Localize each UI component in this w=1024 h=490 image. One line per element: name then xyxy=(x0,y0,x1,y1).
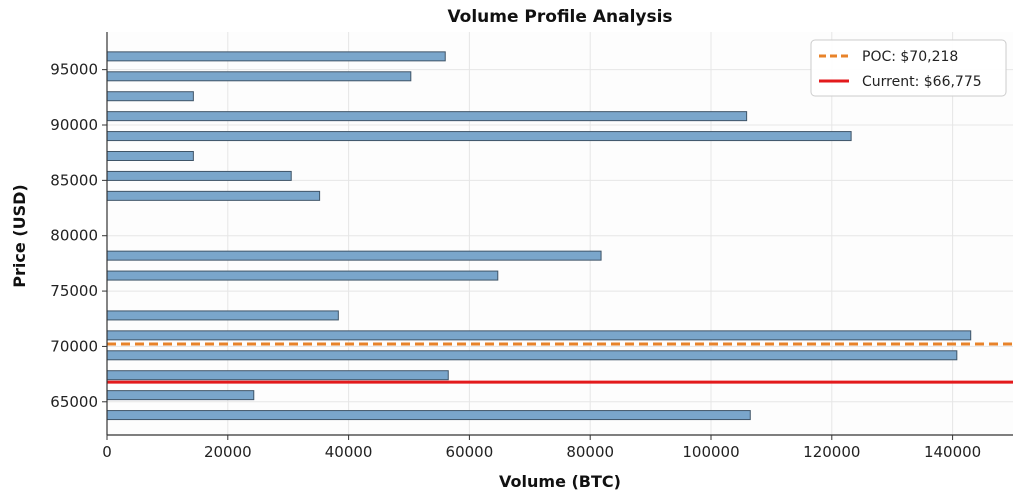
y-tick-label: 80000 xyxy=(50,227,98,245)
volume-bar xyxy=(106,370,449,381)
legend-poc-label: POC: $70,218 xyxy=(862,49,958,65)
volume-bar xyxy=(106,410,751,421)
y-tick-label: 95000 xyxy=(50,61,98,79)
y-tick-label: 65000 xyxy=(50,393,98,411)
line-layer xyxy=(107,342,1013,384)
axis-layer xyxy=(106,32,1013,436)
legend: POC: $70,218 Current: $66,775 xyxy=(810,39,1007,97)
volume-bar xyxy=(106,91,194,102)
x-axis-label: Volume (BTC) xyxy=(499,472,621,490)
x-tick-label: 40000 xyxy=(325,443,373,461)
volume-bar xyxy=(106,350,958,361)
y-tick-label: 70000 xyxy=(50,337,98,355)
volume-bar xyxy=(106,250,602,261)
legend-box xyxy=(810,39,1007,97)
volume-bar xyxy=(106,310,339,321)
volume-bar xyxy=(106,131,852,142)
x-tick-label: 80000 xyxy=(566,443,614,461)
chart-title: Volume Profile Analysis xyxy=(447,7,672,27)
x-tick-label: 120000 xyxy=(803,443,860,461)
tick-layer: 0 20000 40000 60000 80000 100000 120000 140000 6… xyxy=(50,61,981,461)
x-tick-label: 60000 xyxy=(446,443,494,461)
legend-current-label: Current: $66,775 xyxy=(862,74,982,90)
bar-layer xyxy=(106,51,972,421)
y-tick-label: 75000 xyxy=(50,282,98,300)
volume-bar xyxy=(106,170,292,181)
volume-bar xyxy=(106,390,255,401)
x-tick-label: 140000 xyxy=(924,443,981,461)
volume-bar xyxy=(106,71,412,82)
y-tick-label: 90000 xyxy=(50,116,98,134)
x-tick-label: 100000 xyxy=(682,443,739,461)
volume-bar xyxy=(106,270,499,281)
volume-bar xyxy=(106,151,194,161)
y-tick-label: 85000 xyxy=(50,171,98,189)
plot-area xyxy=(107,32,1013,435)
volume-bar xyxy=(106,51,446,62)
volume-bar xyxy=(106,330,972,341)
volume-bar xyxy=(106,190,321,201)
y-axis-label: Price (USD) xyxy=(10,184,29,287)
volume-bar xyxy=(106,111,748,122)
x-tick-label: 20000 xyxy=(204,443,252,461)
x-tick-label: 0 xyxy=(102,443,112,461)
